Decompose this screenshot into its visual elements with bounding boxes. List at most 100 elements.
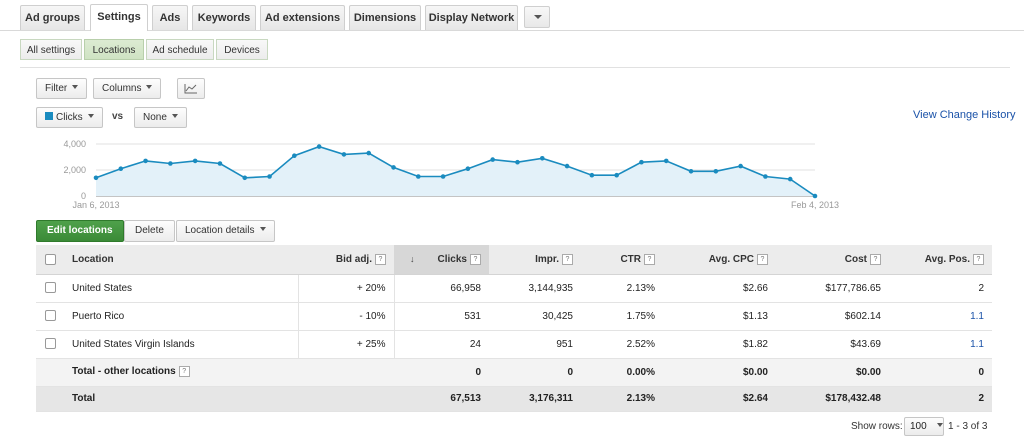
chart-data-point[interactable] [539, 156, 545, 161]
pagination-range: 1 - 3 of 3 [948, 421, 988, 432]
location-cell: United States Virgin Islands [64, 330, 299, 359]
campaign-tabbar: Ad groups Settings Ads Keywords Ad exten… [0, 0, 1024, 31]
chart-data-point[interactable] [366, 150, 372, 156]
cost-cell: $602.14 [776, 302, 889, 331]
compare-metric-select[interactable]: None [134, 107, 187, 128]
chart-data-point[interactable] [416, 174, 421, 179]
help-icon[interactable]: ? [644, 253, 655, 265]
chart-data-point[interactable] [118, 166, 124, 171]
tab-ad-groups[interactable]: Ad groups [20, 5, 85, 30]
chart-data-point[interactable] [168, 161, 173, 166]
chart-data-point[interactable] [490, 157, 495, 162]
bid-adj-cell[interactable]: + 20% [298, 274, 395, 303]
filter-button[interactable]: Filter [36, 78, 88, 99]
subtab-ad-schedule[interactable]: Ad schedule [146, 39, 214, 60]
chart-data-point[interactable] [242, 175, 248, 181]
chart-data-point[interactable] [663, 158, 669, 164]
chevron-down-icon [87, 114, 94, 119]
header-ctr[interactable]: CTR? [581, 245, 663, 275]
chart-data-point[interactable] [217, 161, 223, 166]
help-icon[interactable]: ? [757, 253, 768, 265]
header-impr-label: Impr. [535, 253, 559, 265]
chart-data-point[interactable] [192, 158, 198, 164]
more-tabs-button[interactable] [524, 6, 550, 28]
clicks-cell: 0 [394, 358, 489, 387]
delete-button[interactable]: Delete [124, 220, 175, 242]
chart-data-point[interactable] [391, 165, 396, 170]
vs-label: vs [112, 111, 124, 122]
empty-cell [298, 358, 394, 387]
help-icon[interactable]: ? [470, 253, 481, 265]
chart-data-point[interactable] [515, 159, 520, 165]
chart-data-point[interactable] [787, 176, 793, 182]
locations-table: Location Bid adj.? ↓ Clicks? Impr.? CTR? … [36, 245, 992, 412]
header-cost[interactable]: Cost? [776, 245, 889, 275]
chart-data-point[interactable] [292, 153, 297, 158]
bid-adj-cell[interactable]: - 10% [298, 302, 395, 331]
subtab-all-settings[interactable]: All settings [20, 39, 82, 60]
help-icon[interactable]: ? [562, 253, 573, 265]
help-icon[interactable]: ? [375, 253, 386, 265]
tab-settings[interactable]: Settings [90, 4, 148, 31]
header-avg-pos[interactable]: Avg. Pos.? [889, 245, 992, 275]
chart-data-point[interactable] [639, 159, 644, 165]
header-clicks[interactable]: ↓ Clicks? [394, 245, 489, 275]
tab-keywords[interactable]: Keywords [192, 5, 256, 30]
chart-data-point[interactable] [812, 193, 818, 199]
chart-data-point[interactable] [93, 175, 99, 181]
chart-data-point[interactable] [614, 172, 619, 178]
tab-ad-extensions[interactable]: Ad extensions [260, 5, 345, 30]
tab-ads[interactable]: Ads [152, 5, 188, 30]
compare-label: None [143, 112, 167, 123]
chart-data-point[interactable] [143, 158, 148, 164]
chart-data-point[interactable] [465, 166, 471, 171]
subtab-locations[interactable]: Locations [84, 39, 144, 60]
chart-data-point[interactable] [763, 174, 768, 179]
header-location-label: Location [72, 253, 114, 265]
help-icon[interactable]: ? [178, 366, 190, 378]
help-icon[interactable]: ? [973, 253, 984, 265]
select-all-checkbox[interactable] [44, 253, 56, 265]
chart-toggle-button[interactable] [177, 78, 205, 99]
metric-select[interactable]: Clicks [36, 107, 103, 128]
tab-display-network[interactable]: Display Network [425, 5, 518, 30]
chart-data-point[interactable] [316, 144, 322, 149]
subtab-devices[interactable]: Devices [216, 39, 268, 60]
row-checkbox[interactable] [44, 310, 56, 322]
chart-data-point[interactable] [564, 163, 570, 169]
view-change-history-link[interactable]: View Change History [913, 109, 1016, 121]
row-checkbox[interactable] [44, 282, 56, 294]
location-details-button[interactable]: Location details [176, 220, 275, 242]
header-cpc-label: Avg. CPC [708, 253, 754, 265]
chart-data-point[interactable] [688, 169, 694, 174]
table-row: United States + 20% 66,958 3,144,935 2.1… [36, 274, 992, 303]
header-impr[interactable]: Impr.? [489, 245, 581, 275]
edit-locations-button[interactable]: Edit locations [36, 220, 124, 242]
chart-series-line [95, 145, 816, 197]
y-tick-label: 4,000 [63, 139, 86, 149]
header-avg-cpc[interactable]: Avg. CPC? [663, 245, 776, 275]
bid-adj-cell[interactable]: + 25% [298, 330, 395, 359]
columns-label: Columns [102, 83, 142, 94]
impr-cell: 3,176,311 [489, 386, 581, 412]
chart-data-point[interactable] [713, 169, 719, 174]
rows-per-page-select[interactable]: 100 [904, 417, 944, 436]
tabbar-divider [0, 30, 1024, 31]
header-bid-adj[interactable]: Bid adj.? [298, 245, 394, 275]
chart-data-point[interactable] [738, 163, 743, 169]
columns-button[interactable]: Columns [93, 78, 162, 99]
row-checkbox[interactable] [44, 338, 56, 350]
clicks-cell: 531 [394, 302, 489, 331]
chevron-down-icon [146, 85, 153, 90]
header-location[interactable]: Location [64, 245, 298, 275]
pos-cell: 1.1 [889, 330, 992, 359]
row-select-cell [36, 302, 64, 331]
row-select-cell [36, 274, 64, 303]
chart-data-point[interactable] [440, 174, 446, 179]
help-icon[interactable]: ? [870, 253, 881, 265]
cpc-cell: $0.00 [663, 358, 776, 387]
chart-data-point[interactable] [589, 172, 595, 178]
chart-data-point[interactable] [341, 152, 347, 157]
chart-data-point[interactable] [267, 174, 272, 179]
tab-dimensions[interactable]: Dimensions [349, 5, 421, 30]
